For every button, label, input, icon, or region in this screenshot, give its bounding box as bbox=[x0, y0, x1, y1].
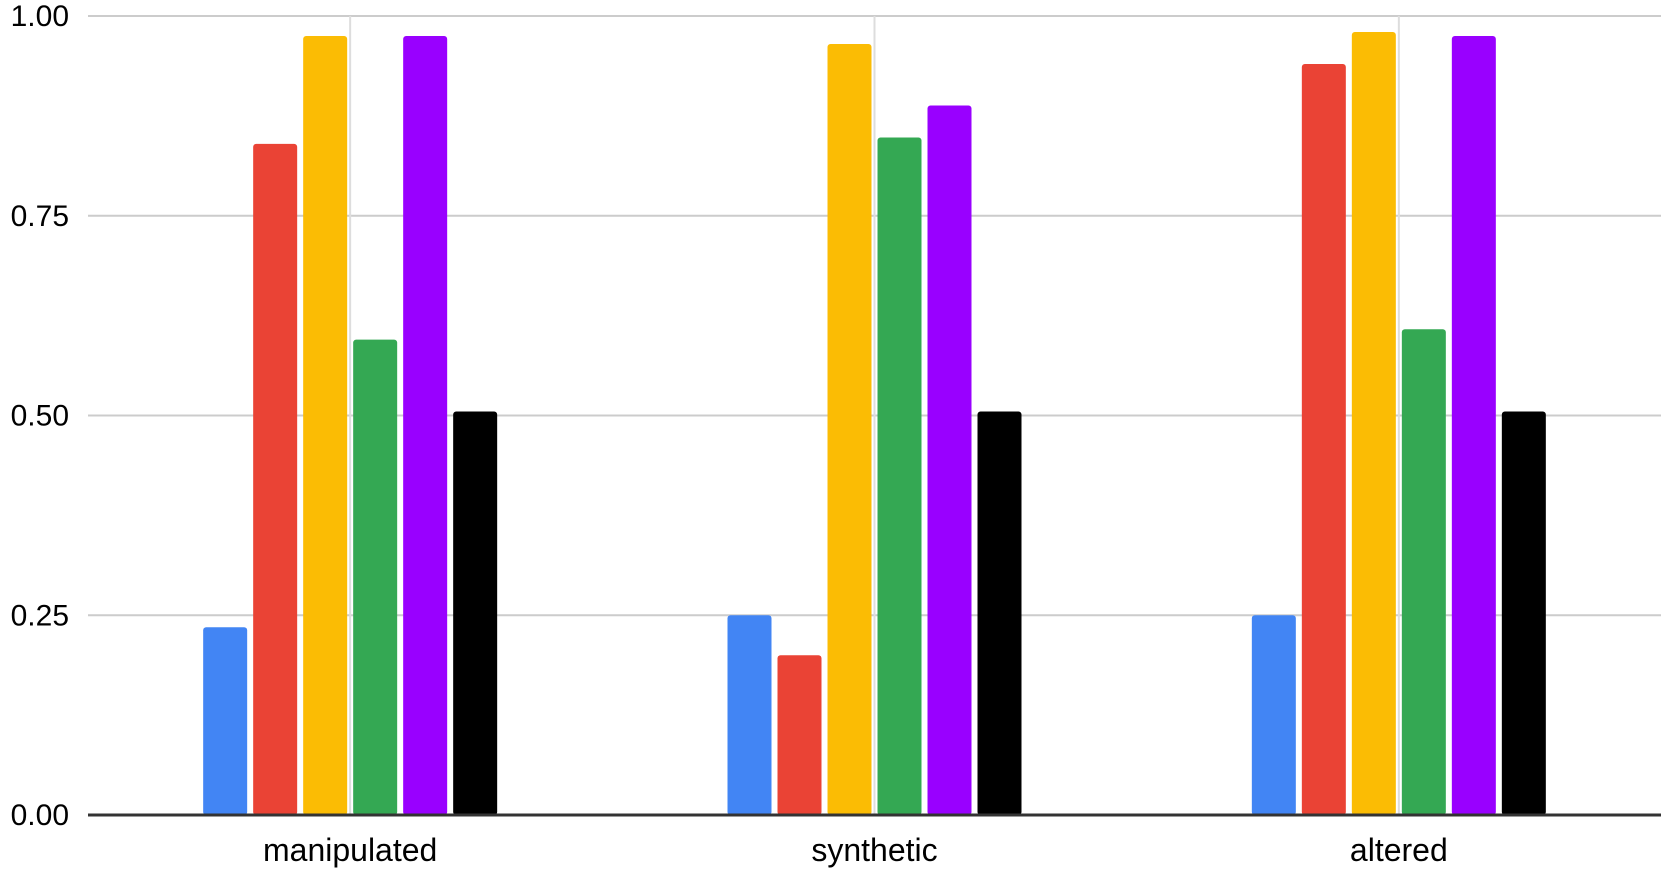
bar-manipulated-s5 bbox=[403, 35, 448, 816]
bar-manipulated-s2 bbox=[253, 143, 298, 816]
x-category-label: synthetic bbox=[811, 832, 937, 868]
bar-altered-s1 bbox=[1251, 615, 1296, 815]
bar-synthetic-s6 bbox=[977, 411, 1022, 815]
y-tick-label: 0.25 bbox=[11, 599, 69, 632]
bar-altered-s3 bbox=[1351, 31, 1396, 816]
bar-altered-s5 bbox=[1451, 35, 1496, 816]
bar-manipulated-s4 bbox=[353, 339, 398, 815]
bar-synthetic-s1 bbox=[727, 615, 772, 815]
bar-manipulated-s1 bbox=[203, 627, 248, 815]
y-tick-label: 1.00 bbox=[11, 0, 69, 33]
x-axis-labels: manipulated synthetic altered bbox=[263, 832, 1448, 868]
y-tick-label: 0.00 bbox=[11, 799, 69, 832]
y-axis-ticks: 0.00 0.25 0.50 0.75 1.00 bbox=[11, 0, 69, 832]
x-category-label: manipulated bbox=[263, 832, 437, 868]
gridlines bbox=[88, 15, 1661, 815]
y-tick-label: 0.50 bbox=[11, 400, 69, 433]
bar-synthetic-s2 bbox=[777, 655, 822, 815]
bars bbox=[203, 31, 1546, 816]
x-category-label: altered bbox=[1350, 832, 1448, 868]
y-tick-label: 0.75 bbox=[11, 200, 69, 233]
bar-altered-s6 bbox=[1501, 411, 1546, 815]
bar-altered-s2 bbox=[1301, 63, 1346, 815]
bar-synthetic-s3 bbox=[827, 43, 872, 815]
bar-synthetic-s5 bbox=[927, 105, 972, 816]
bar-manipulated-s6 bbox=[453, 411, 498, 815]
bar-manipulated-s3 bbox=[303, 35, 348, 816]
bar-altered-s4 bbox=[1401, 329, 1446, 815]
bar-synthetic-s4 bbox=[877, 137, 922, 815]
